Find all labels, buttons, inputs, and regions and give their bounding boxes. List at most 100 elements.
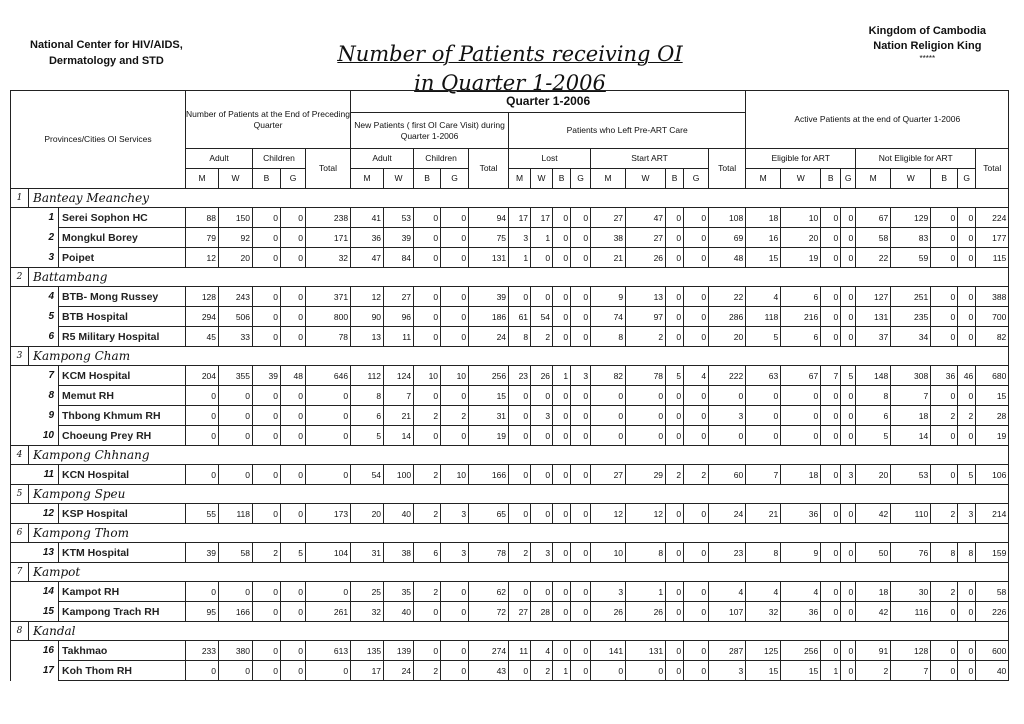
header-w: W bbox=[383, 168, 415, 189]
facility-index: 5 bbox=[10, 306, 59, 327]
facility-name: KSP Hospital bbox=[58, 503, 186, 524]
value-cell: 1 bbox=[820, 660, 842, 681]
value-cell: 27 bbox=[508, 601, 532, 622]
facility-index: 8 bbox=[10, 385, 59, 406]
value-cell: 0 bbox=[930, 286, 959, 307]
value-cell: 0 bbox=[665, 640, 685, 661]
value-cell: 0 bbox=[530, 286, 554, 307]
value-cell: 0 bbox=[252, 405, 281, 426]
value-cell: 0 bbox=[930, 425, 959, 446]
value-cell: 0 bbox=[185, 581, 219, 602]
value-cell: 6 bbox=[350, 405, 385, 426]
value-cell: 0 bbox=[665, 660, 685, 681]
facility-name: Serei Sophon HC bbox=[58, 207, 186, 228]
value-cell: 131 bbox=[855, 306, 892, 327]
value-cell: 39 bbox=[252, 365, 281, 386]
value-cell: 28 bbox=[975, 405, 1010, 426]
value-cell: 0 bbox=[570, 503, 592, 524]
value-cell: 0 bbox=[665, 385, 685, 406]
facility-row: 6 R5 Military Hospital 45 33 0 0 78 13 11 0 0 24 8 2 0… bbox=[10, 326, 1010, 347]
header-b: B bbox=[552, 168, 572, 189]
header-preceding-quarter: Number of Patients at the End of Precedi… bbox=[184, 90, 352, 149]
value-cell: 0 bbox=[780, 405, 822, 426]
value-cell: 0 bbox=[957, 326, 977, 347]
value-cell: 0 bbox=[552, 227, 572, 248]
value-cell: 148 bbox=[855, 365, 892, 386]
value-cell: 0 bbox=[508, 464, 532, 485]
value-cell: 0 bbox=[552, 326, 572, 347]
value-cell: 20 bbox=[780, 227, 822, 248]
value-cell: 83 bbox=[890, 227, 932, 248]
value-cell: 2 bbox=[530, 326, 554, 347]
header-g: G bbox=[570, 168, 592, 189]
value-cell: 243 bbox=[218, 286, 253, 307]
facility-row: 11 KCN Hospital 0 0 0 0 0 54 100 2 10 166 0 0 0 0 27 29 2 2… bbox=[10, 464, 1010, 485]
value-cell: 0 bbox=[218, 581, 253, 602]
header-children: Children bbox=[413, 148, 470, 169]
value-cell: 0 bbox=[413, 385, 442, 406]
value-cell: 0 bbox=[530, 503, 554, 524]
value-cell: 0 bbox=[930, 385, 959, 406]
facility-name: Poipet bbox=[58, 247, 186, 268]
facility-index: 6 bbox=[10, 326, 59, 347]
value-cell: 2 bbox=[413, 503, 442, 524]
value-cell: 216 bbox=[780, 306, 822, 327]
value-cell: 22 bbox=[708, 286, 747, 307]
value-cell: 65 bbox=[468, 503, 510, 524]
value-cell: 4 bbox=[530, 640, 554, 661]
value-cell: 106 bbox=[975, 464, 1010, 485]
province-name: Banteay Meanchey bbox=[27, 188, 1010, 208]
value-cell: 0 bbox=[304, 405, 352, 426]
value-cell: 10 bbox=[413, 365, 442, 386]
value-cell: 39 bbox=[468, 286, 510, 307]
value-cell: 0 bbox=[280, 660, 306, 681]
value-cell: 74 bbox=[590, 306, 627, 327]
facility-name: KCN Hospital bbox=[58, 464, 186, 485]
value-cell: 90 bbox=[350, 306, 385, 327]
facility-name: KCM Hospital bbox=[58, 365, 186, 386]
value-cell: 100 bbox=[383, 464, 415, 485]
value-cell: 14 bbox=[890, 425, 932, 446]
value-cell: 0 bbox=[552, 306, 572, 327]
province-name: Kampong Chhnang bbox=[27, 445, 1010, 465]
value-cell: 0 bbox=[665, 326, 685, 347]
value-cell: 14 bbox=[383, 425, 415, 446]
value-cell: 0 bbox=[280, 601, 306, 622]
facility-index: 9 bbox=[10, 405, 59, 426]
value-cell: 1 bbox=[625, 581, 667, 602]
value-cell: 12 bbox=[625, 503, 667, 524]
value-cell: 0 bbox=[413, 425, 442, 446]
value-cell: 2 bbox=[413, 464, 442, 485]
header-m: M bbox=[350, 168, 385, 189]
value-cell: 47 bbox=[625, 207, 667, 228]
value-cell: 7 bbox=[383, 385, 415, 406]
value-cell: 118 bbox=[218, 503, 253, 524]
province-number: 1 bbox=[10, 188, 29, 208]
value-cell: 11 bbox=[508, 640, 532, 661]
value-cell: 0 bbox=[304, 425, 352, 446]
value-cell: 18 bbox=[780, 464, 822, 485]
value-cell: 32 bbox=[304, 247, 352, 268]
value-cell: 0 bbox=[570, 542, 592, 563]
value-cell: 0 bbox=[552, 503, 572, 524]
value-cell: 0 bbox=[413, 227, 442, 248]
value-cell: 62 bbox=[468, 581, 510, 602]
value-cell: 3 bbox=[708, 405, 747, 426]
value-cell: 0 bbox=[665, 306, 685, 327]
value-cell: 0 bbox=[280, 306, 306, 327]
value-cell: 0 bbox=[745, 385, 782, 406]
value-cell: 3 bbox=[590, 581, 627, 602]
value-cell: 72 bbox=[468, 601, 510, 622]
value-cell: 0 bbox=[840, 503, 857, 524]
value-cell: 0 bbox=[625, 385, 667, 406]
value-cell: 0 bbox=[590, 385, 627, 406]
province-row: 1 Banteay Meanchey bbox=[10, 188, 1010, 208]
province-row: 2 Battambang bbox=[10, 267, 1010, 287]
value-cell: 0 bbox=[218, 425, 253, 446]
facility-row: 1 Serei Sophon HC 88 150 0 0 238 41 53 0 0 94 17 17 0 0… bbox=[10, 207, 1010, 228]
header-total: Total bbox=[468, 148, 510, 189]
facility-index: 14 bbox=[10, 581, 59, 602]
value-cell: 0 bbox=[957, 385, 977, 406]
facility-index: 10 bbox=[10, 425, 59, 446]
value-cell: 0 bbox=[840, 227, 857, 248]
